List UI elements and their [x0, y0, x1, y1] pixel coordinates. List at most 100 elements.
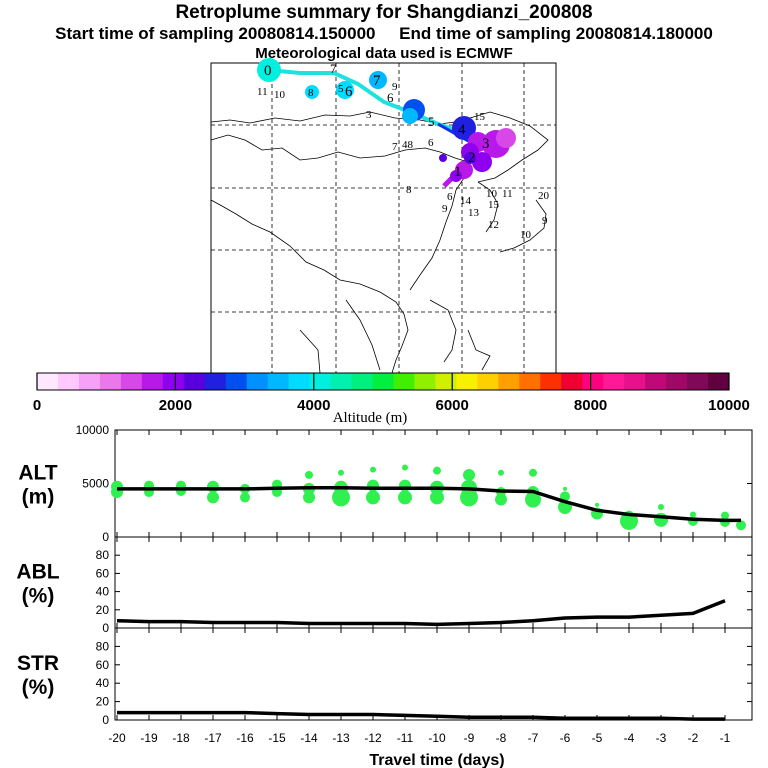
altitude-scatter-point [402, 464, 408, 471]
colorbar-swatch [603, 373, 625, 390]
y-tick-label: 10000 [76, 423, 110, 437]
map-number: 12 [488, 219, 499, 231]
timeseries-panel: 0 20 40 60 80 ABL(%) [16, 536, 753, 635]
altitude-scatter-point [305, 470, 313, 479]
panel-ylabel: ABL [16, 561, 59, 584]
altitude-scatter-point [529, 468, 537, 477]
taiwan-coast [429, 299, 457, 363]
plume-circle [464, 152, 476, 164]
map-number: 5 [338, 83, 344, 95]
y-tick-label: 0 [102, 530, 109, 544]
colorbar-swatch [57, 373, 80, 390]
altitude-scatter-point [690, 511, 696, 518]
colorbar-swatch [120, 373, 143, 390]
x-tick-label: -15 [268, 731, 286, 745]
map-number: 8 [406, 184, 412, 196]
colorbar-swatch [204, 373, 227, 390]
border-north [210, 111, 549, 183]
altitude-scatter-point [495, 493, 507, 506]
colorbar-tick-label: 10000 [708, 397, 750, 414]
map-number: 3 [482, 136, 490, 152]
altitude-scatter-point [658, 504, 664, 511]
x-tick-label: -6 [560, 731, 571, 745]
colorbar-swatch [498, 373, 520, 390]
colorbar-swatch [162, 373, 185, 390]
altitude-scatter-point [338, 469, 344, 476]
map-number: 3 [366, 109, 372, 121]
y-tick-label: 0 [102, 621, 109, 635]
map-number: 11 [502, 188, 513, 200]
colorbar-swatch [540, 373, 562, 390]
island-coast [467, 329, 491, 371]
colorbar-ticks: 0 2000 4000 6000 8000 10000 [33, 373, 750, 414]
map-number: 9 [392, 81, 398, 93]
series-line [117, 710, 725, 721]
panel-ylabel: STR [17, 652, 59, 675]
x-tick-label: -1 [720, 731, 731, 745]
x-tick-label: -3 [656, 731, 667, 745]
altitude-scatter-point [207, 491, 219, 504]
colorbar-swatch [687, 373, 709, 390]
altitude-scatter-point [430, 490, 444, 505]
colorbar-swatch [246, 373, 269, 390]
map-number: 13 [468, 207, 480, 219]
altitude-scatter-point [463, 468, 475, 481]
plume-circle [472, 152, 492, 172]
panel-frame [114, 627, 753, 721]
colorbar-tick-label: 2000 [159, 397, 192, 414]
panel-ylabel: ALT [18, 462, 57, 485]
end-time-label: End time of sampling 20080814.180000 [399, 24, 713, 43]
altitude-scatter-point [303, 491, 315, 504]
map-number: 10 [274, 89, 286, 101]
x-tick-label: -13 [332, 731, 350, 745]
plume-circle [305, 85, 319, 99]
colorbar-swatch [267, 373, 290, 390]
y-tick-label: 40 [96, 585, 110, 599]
colorbar-swatch [666, 373, 688, 390]
colorbar-swatch [141, 373, 164, 390]
map-panel: 0 7 7 6 6 5 3 9 10 11 8 15 5 4 3 2 1 7 4… [210, 58, 557, 374]
map-number: 20 [538, 190, 550, 202]
x-tick-label: -8 [496, 731, 507, 745]
altitude-scatter-point [563, 486, 567, 491]
plume-circle [439, 154, 447, 162]
altitude-scatter-point [595, 502, 599, 507]
map-number: 5 [428, 114, 435, 129]
colorbar-swatch [330, 373, 353, 390]
x-tick-label: -5 [592, 731, 603, 745]
china-coast [409, 161, 469, 291]
colorbar-swatch [225, 373, 248, 390]
plume-circles [257, 58, 516, 182]
map-number: 11 [257, 86, 268, 98]
map-number: 6 [447, 191, 453, 203]
colorbar-tick-label: 8000 [574, 397, 607, 414]
series-line [116, 599, 726, 627]
colorbar: 0 2000 4000 6000 8000 10000 Altitude (m) [33, 372, 750, 426]
altitude-scatter-point [240, 492, 250, 503]
altitude-scatter-point [498, 469, 504, 476]
map-number: 8 [308, 87, 314, 99]
colorbar-swatch [519, 373, 541, 390]
map-number: 9 [442, 203, 448, 215]
map-number: 15 [488, 199, 500, 211]
met-data-label: Meteorological data used is ECMWF [255, 45, 513, 62]
colorbar-tick-label: 6000 [436, 397, 469, 414]
plume-circle [369, 71, 387, 89]
timeseries-panel: 0 5000 10000 ALT(m) [18, 423, 753, 544]
colorbar-swatch [561, 373, 583, 390]
x-tick-label: -16 [236, 731, 254, 745]
sampling-times: Start time of sampling 20080814.150000 E… [0, 24, 768, 44]
altitude-scatter-point [736, 520, 746, 531]
colorbar-tick-label: 0 [33, 397, 41, 414]
map-graticule [211, 63, 556, 373]
map-number: 1 [454, 164, 462, 180]
map-number: 10 [486, 188, 498, 200]
colorbar-swatch [372, 373, 394, 390]
y-tick-label: 20 [96, 603, 110, 617]
map-number: 4 [458, 122, 466, 138]
colorbar-swatch [435, 373, 457, 390]
x-axis-label: Travel time (days) [369, 752, 504, 768]
peninsula-coast [299, 329, 321, 374]
x-tick-label: -17 [204, 731, 222, 745]
y-tick-label: 5000 [82, 477, 109, 491]
